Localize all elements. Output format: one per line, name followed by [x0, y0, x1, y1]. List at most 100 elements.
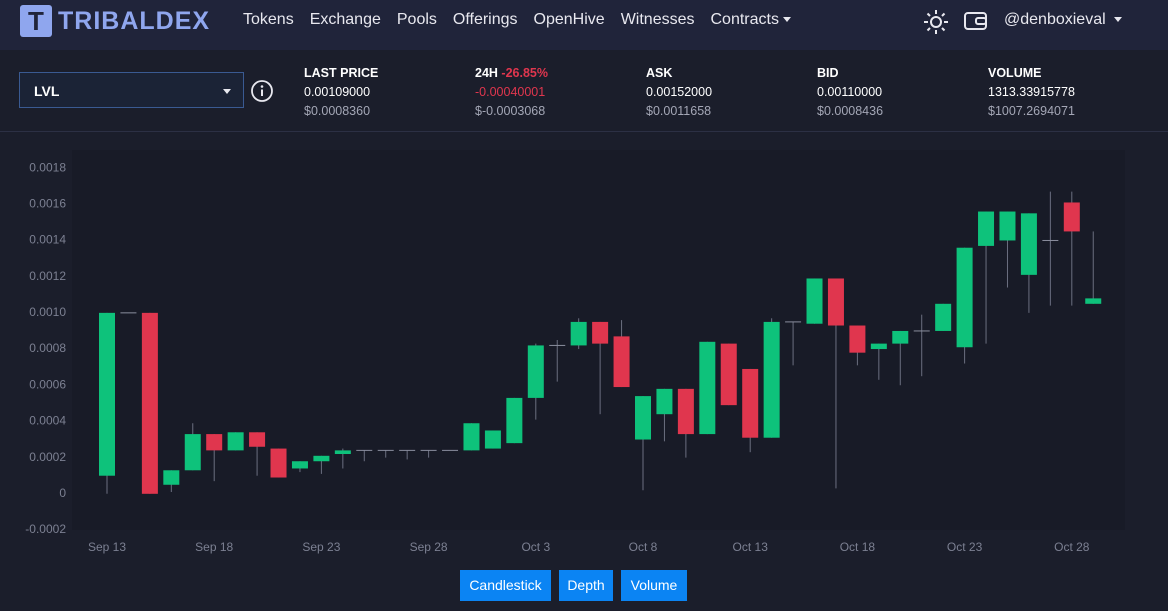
stat-value: 0.00110000 [817, 85, 883, 99]
candle-body [442, 449, 459, 451]
nav-link[interactable]: Tokens [243, 11, 294, 28]
username: @denboxieval [1004, 11, 1106, 28]
candle-body [1020, 213, 1037, 275]
candle-body [742, 368, 759, 438]
y-tick-label: 0.0002 [29, 450, 66, 464]
theme-toggle[interactable] [923, 9, 949, 35]
candle-body [935, 303, 952, 331]
candle-body [720, 343, 737, 406]
stat-change: -26.85% [501, 66, 548, 80]
nav-link[interactable]: Pools [396, 11, 437, 28]
info-icon[interactable] [250, 79, 274, 103]
nav-link[interactable]: Offerings [452, 11, 518, 28]
x-tick-label: Oct 18 [840, 540, 876, 554]
stat: ASK 0.00152000 $0.0011658 [646, 64, 712, 121]
token-select[interactable]: LVL [19, 72, 244, 108]
candle-body [1085, 298, 1102, 304]
candle-body [1063, 202, 1080, 232]
nav-link[interactable]: Contracts [710, 11, 791, 29]
candle-body [506, 397, 523, 444]
y-tick-label: 0.0010 [29, 305, 66, 319]
user-menu[interactable]: @denboxieval [1004, 11, 1122, 29]
candle-body [141, 312, 158, 494]
candle-body [120, 312, 137, 314]
y-tick-label: 0.0016 [29, 196, 66, 210]
candle-body [399, 449, 416, 451]
y-tick-label: 0.0014 [29, 233, 66, 247]
x-tick-label: Oct 8 [629, 540, 658, 554]
stat: BID 0.00110000 $0.0008436 [817, 64, 883, 121]
nav-link[interactable]: Witnesses [620, 11, 695, 28]
stat-usd: $-0.0003068 [475, 104, 546, 118]
y-tick-label: 0.0006 [29, 377, 66, 391]
candle-body [291, 461, 308, 469]
stat-usd: $0.0008360 [304, 104, 371, 118]
brand-name: TRIBALDEX [58, 6, 211, 35]
nav-link-text: Contracts [710, 11, 779, 28]
candle-body [227, 432, 244, 451]
stat-usd: $0.0008436 [817, 104, 884, 118]
candle-body [635, 396, 651, 440]
stat-value: 0.00109000 [304, 85, 371, 99]
candle-body [956, 247, 973, 348]
nav-link[interactable]: Exchange [309, 11, 381, 28]
candle-body [677, 388, 694, 435]
candle-body [463, 423, 480, 451]
chart: -0.0002 0 0.0002 0.0004 0.0006 0.0008 0.0010 0.… [25, 150, 1125, 554]
navbar: T TRIBALDEX Tokens Exchange Pools Offeri… [0, 0, 1168, 50]
candle-body [270, 448, 287, 478]
candle-body [763, 321, 780, 438]
stat: 24H -26.85% -0.00040001 $-0.0003068 [475, 64, 548, 121]
stat-label: BID [817, 66, 839, 80]
candle-body [99, 312, 115, 476]
candle-body [827, 278, 844, 326]
x-tick-label: Sep 18 [195, 540, 233, 554]
candle-body [870, 343, 887, 350]
stat-value: -0.00040001 [475, 85, 546, 99]
candle-body [249, 432, 266, 447]
candle-body [184, 434, 201, 471]
candle-body [656, 388, 673, 415]
stat-label: LAST PRICE [304, 66, 379, 80]
candle-body [163, 470, 180, 485]
candle-body [913, 330, 930, 332]
y-tick-label: 0.0004 [29, 414, 66, 428]
candle-body [785, 321, 802, 323]
y-tick-label: 0.0008 [29, 341, 66, 355]
x-tick-label: Sep 23 [302, 540, 340, 554]
candle-body [206, 434, 223, 451]
candle-body [377, 449, 394, 451]
candle-body [806, 278, 823, 324]
candle-body [1042, 239, 1059, 241]
candle-body [313, 455, 330, 462]
stat-usd: $1007.2694071 [988, 104, 1075, 118]
stat-value: 0.00152000 [646, 85, 713, 99]
nav-link[interactable]: OpenHive [533, 11, 605, 28]
y-tick-label: -0.0002 [25, 522, 66, 536]
stat-value: 1313.33915778 [988, 85, 1075, 99]
candle-body [613, 336, 630, 388]
wallet-icon[interactable] [963, 10, 989, 32]
chart-type-button[interactable]: Volume [621, 570, 687, 601]
stat-label: ASK [646, 66, 673, 80]
candle-body [699, 341, 716, 435]
token-symbol: LVL [34, 83, 60, 99]
y-tick-label: 0.0018 [29, 160, 66, 174]
y-tick-label: 0 [59, 486, 66, 500]
x-tick-label: Oct 13 [733, 540, 769, 554]
stat-usd: $0.0011658 [646, 104, 712, 118]
chart-type-button[interactable]: Candlestick [460, 570, 551, 601]
menu: Tokens Exchange Pools Offerings OpenHive… [243, 11, 807, 29]
candle-body [527, 345, 544, 398]
chart-type-button[interactable]: Depth [559, 570, 613, 601]
candle-body [334, 450, 351, 454]
stat: LAST PRICE 0.00109000 $0.0008360 [304, 64, 378, 121]
y-tick-label: 0.0012 [29, 269, 66, 283]
candle-body [484, 430, 501, 449]
stat-header: 24H -26.85% [475, 64, 548, 83]
candle-body [549, 344, 566, 346]
x-tick-label: Oct 28 [1054, 540, 1090, 554]
x-tick-label: Sep 28 [410, 540, 448, 554]
brand[interactable]: T TRIBALDEX [20, 5, 210, 37]
